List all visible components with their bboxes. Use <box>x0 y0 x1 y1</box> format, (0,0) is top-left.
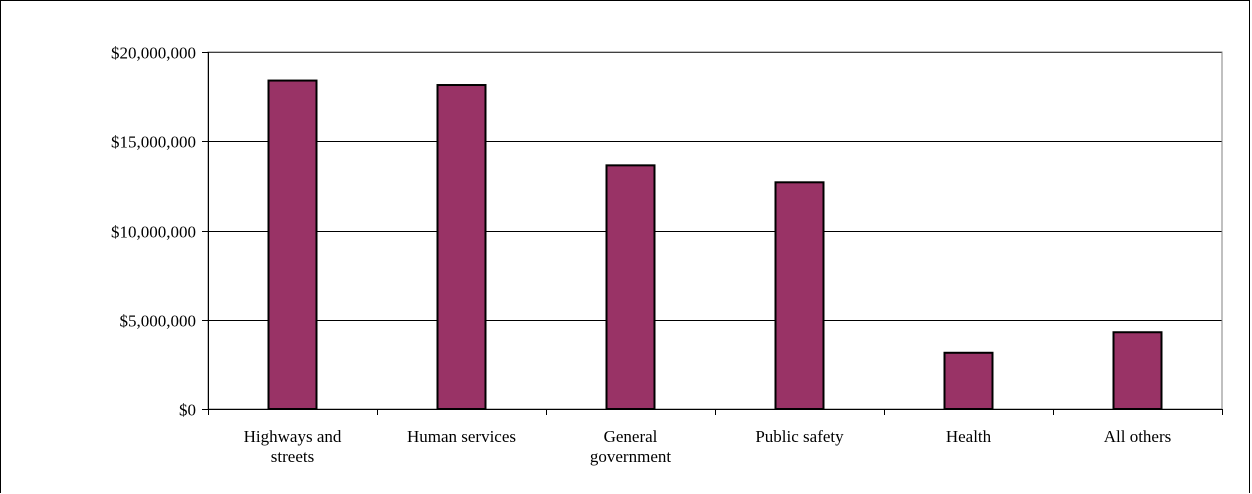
y-tick-label: $20,000,000 <box>111 44 196 63</box>
gridlines <box>208 52 1222 321</box>
bar <box>774 181 825 410</box>
bar <box>605 164 656 410</box>
x-tick-labels: Highways and streets Human services General… <box>244 427 1172 466</box>
bar <box>1112 331 1163 410</box>
bars <box>267 79 1163 411</box>
bar <box>943 351 994 410</box>
x-tick-label: General government <box>590 427 671 466</box>
y-tick-labels: $0 $5,000,000 $10,000,000 $15,000,000 $20,00… <box>111 44 196 420</box>
plot-area <box>207 51 1223 410</box>
y-tick-label: $5,000,000 <box>120 312 197 331</box>
x-tick-label: All others <box>1104 427 1172 446</box>
x-tick-label: Highways and streets <box>244 427 342 466</box>
axes <box>202 52 1223 415</box>
bar <box>267 79 318 410</box>
bar <box>436 84 487 411</box>
y-tick-label: $15,000,000 <box>111 133 196 152</box>
x-tick-label: Public safety <box>755 427 844 446</box>
y-tick-label: $0 <box>179 401 196 420</box>
x-tick-label: Health <box>946 427 992 446</box>
x-tick-label: Human services <box>407 427 516 446</box>
y-tick-label: $10,000,000 <box>111 223 196 242</box>
